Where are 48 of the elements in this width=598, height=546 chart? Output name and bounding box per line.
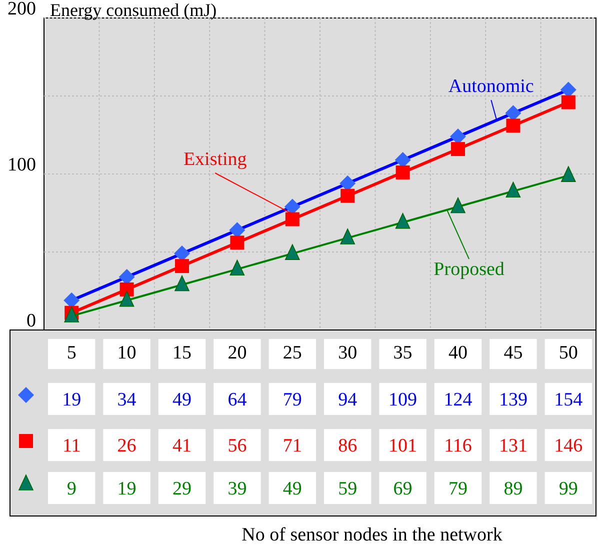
data-label: 101 (388, 435, 418, 456)
data-label: 19 (62, 389, 82, 410)
y-axis-title: Energy consumed (mJ) (50, 0, 217, 20)
x-tick-label: 10 (117, 342, 136, 364)
data-label: 154 (554, 389, 584, 410)
x-tick-label: 20 (228, 342, 247, 364)
text: Proposed (434, 259, 505, 280)
text: No of sensor nodes in the network (242, 524, 503, 546)
data-label: 41 (172, 435, 192, 456)
y-tick-label: 0 (26, 310, 36, 332)
data-label: 86 (338, 435, 358, 456)
data-label: 131 (498, 435, 528, 456)
x-tick-label: 25 (282, 342, 302, 364)
data-label: 9 (66, 478, 76, 500)
series-label: Autonomic (448, 76, 534, 97)
data-label: 64 (228, 389, 248, 410)
y-tick-label: 200 (8, 0, 36, 20)
data-label: 89 (504, 478, 523, 500)
data-label: 109 (388, 389, 418, 410)
x-tick-label: 30 (338, 342, 358, 364)
data-label: 124 (444, 389, 473, 410)
data-label: 29 (172, 478, 192, 500)
text: Existing (183, 149, 248, 170)
data-label: 49 (282, 478, 302, 500)
y-tick-label: 100 (8, 154, 36, 176)
data-label: 71 (282, 435, 302, 456)
x-tick-label: 50 (558, 342, 578, 364)
x-tick-label: 45 (504, 342, 523, 364)
data-label: 79 (448, 478, 468, 500)
data-label: 139 (498, 389, 528, 410)
data-label: 19 (117, 478, 136, 500)
data-label: 59 (338, 478, 358, 500)
data-label: 34 (117, 389, 137, 410)
data-label: 79 (282, 389, 302, 410)
data-label: 11 (62, 435, 81, 456)
data-label: 94 (338, 389, 358, 410)
x-tick-label: 5 (66, 342, 76, 364)
data-label: 56 (228, 435, 247, 456)
data-label: 116 (444, 435, 472, 456)
data-label: 99 (558, 478, 578, 500)
data-label: 69 (393, 478, 412, 500)
x-tick-label: 35 (393, 342, 412, 364)
x-tick-label: 15 (172, 342, 192, 364)
x-tick-label: 40 (448, 342, 468, 364)
data-label: 26 (117, 435, 136, 456)
data-label: 146 (554, 435, 583, 456)
data-label: 49 (172, 389, 192, 410)
data-label: 39 (228, 478, 247, 500)
